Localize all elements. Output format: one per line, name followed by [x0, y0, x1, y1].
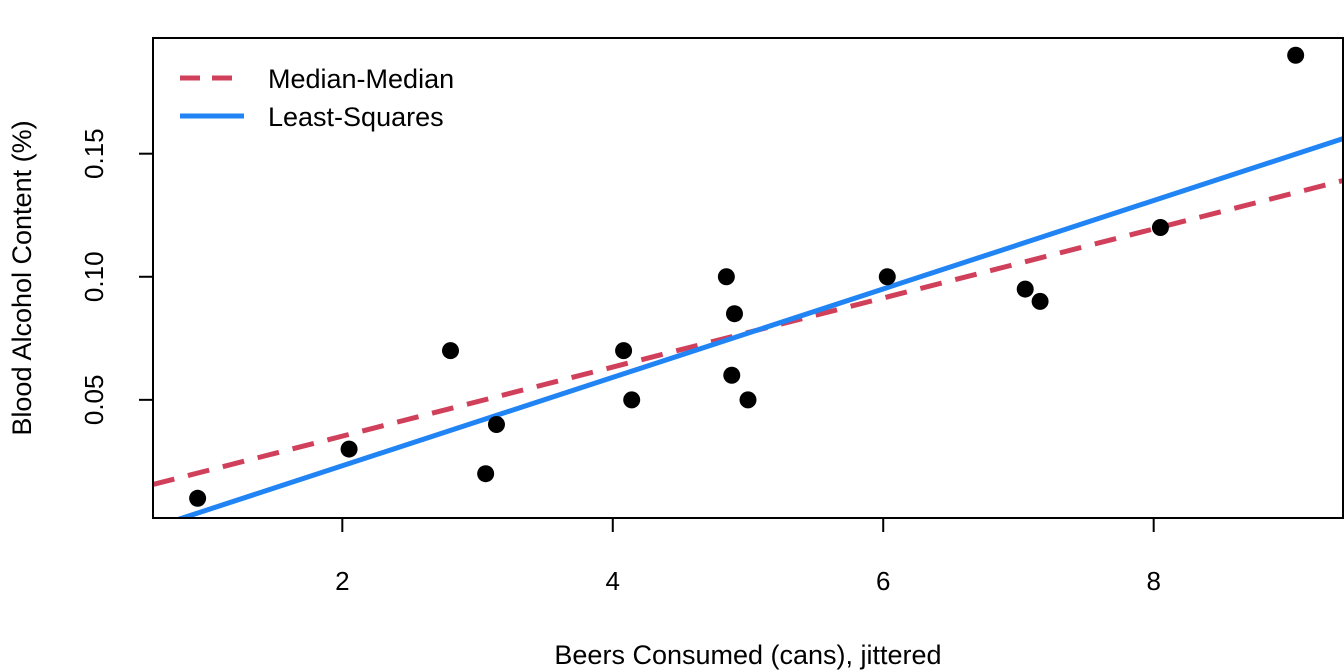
plot-frame [152, 37, 1344, 519]
data-point [442, 342, 459, 360]
data-point [623, 391, 641, 409]
y-tick-label: 0.15 [79, 128, 109, 179]
y-axis-title: Blood Alcohol Content (%) [7, 120, 37, 435]
data-point [723, 366, 741, 384]
data-point [1151, 219, 1169, 237]
data-point [340, 440, 358, 458]
x-tick-label: 2 [335, 566, 349, 596]
x-tick-label: 6 [876, 566, 890, 596]
data-point [487, 415, 505, 433]
data-point [615, 342, 633, 360]
least-squares-line [174, 136, 1343, 518]
x-tick-label: 4 [606, 566, 620, 596]
y-tick-label: 0.05 [79, 375, 109, 426]
data-point [477, 465, 495, 483]
x-tick-label: 8 [1146, 566, 1160, 596]
data-point [878, 268, 896, 286]
data-point [725, 305, 743, 323]
x-axis-title: Beers Consumed (cans), jittered [554, 640, 941, 670]
fit-lines [153, 136, 1343, 518]
data-point [717, 268, 735, 286]
legend-label: Median-Median [268, 64, 454, 94]
data-point [1016, 280, 1034, 298]
plot-marks [153, 46, 1343, 518]
data-point [1287, 46, 1305, 64]
legend-label: Least-Squares [268, 102, 444, 132]
y-tick-label: 0.10 [79, 251, 109, 302]
data-point [189, 489, 207, 507]
data-point [1031, 292, 1049, 310]
data-point [739, 391, 757, 409]
axes: 2 4 6 8 0.05 0.10 0.15 [79, 128, 1161, 596]
legend: Median-Median Least-Squares [180, 64, 454, 132]
